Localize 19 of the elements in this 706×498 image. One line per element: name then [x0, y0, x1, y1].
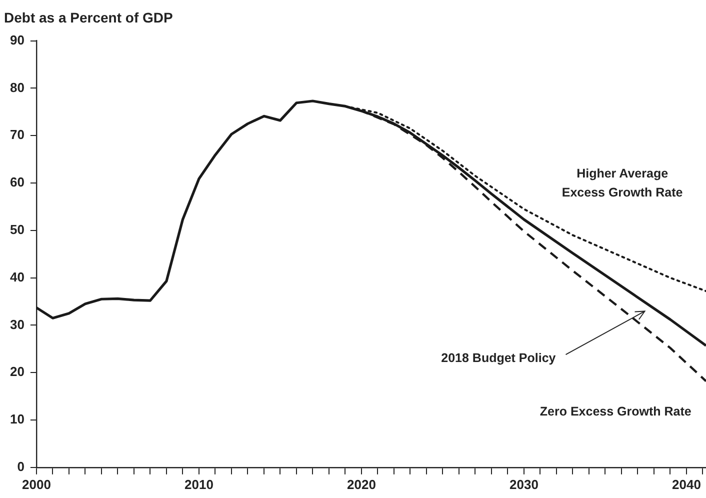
x-tick-label: 2020: [347, 476, 376, 492]
y-tick-label: 70: [10, 127, 24, 142]
x-tick-label: 2010: [184, 476, 214, 492]
chart-title: Debt as a Percent of GDP: [4, 9, 173, 26]
y-tick-label: 30: [10, 316, 24, 332]
x-tick-label: 2000: [22, 476, 51, 492]
y-tick-label: 10: [10, 412, 24, 427]
text: 2018 Budget Policy: [441, 351, 556, 366]
y-tick-label: 40: [10, 269, 24, 284]
y-tick-label: 0: [17, 458, 24, 474]
text: Zero Excess Growth Rate: [540, 404, 692, 418]
y-tick-label: 50: [10, 222, 24, 237]
y-tick-label: 90: [10, 32, 24, 48]
y-tick-label: 60: [10, 174, 24, 190]
x-tick-label: 2030: [510, 476, 538, 492]
text: Higher Average Excess Growth Rate: [562, 166, 683, 200]
x-tick-label: 2040: [672, 476, 701, 492]
y-tick-label: 80: [10, 80, 24, 95]
y-tick-label: 20: [10, 364, 24, 380]
